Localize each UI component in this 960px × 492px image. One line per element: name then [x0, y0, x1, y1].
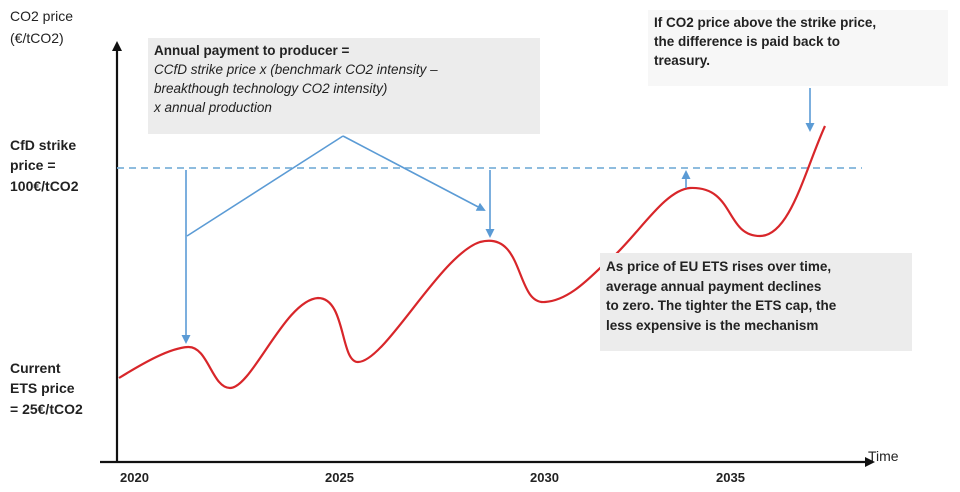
- x-tick-2020: 2020: [120, 470, 149, 485]
- ets-rise-box: As price of EU ETS rises over time, aver…: [600, 253, 912, 351]
- payback-line3: treasury.: [654, 52, 711, 68]
- ets-label-line2: ETS price: [10, 380, 75, 397]
- payback-line2: the difference is paid back to: [654, 33, 841, 49]
- ets-label-line1: Current: [10, 360, 61, 376]
- pointer-line-1: [186, 135, 344, 237]
- annual-payment-title: Annual payment to producer =: [154, 43, 350, 58]
- ets-price-label: Current ETS price = 25€/tCO2: [10, 358, 83, 419]
- rise-line4: less expensive is the mechanism: [606, 317, 819, 333]
- rise-line1: As price of EU ETS rises over time,: [606, 259, 832, 274]
- strike-label-line3: 100€/tCO2: [10, 177, 79, 194]
- x-tick-2025: 2025: [325, 470, 354, 485]
- y-axis-label-line1: CO2 price: [10, 8, 74, 24]
- payback-note: If CO2 price above the strike price, the…: [648, 10, 948, 86]
- rise-line2: average annual payment declines: [606, 278, 822, 294]
- strike-price-label: CfD strike price = 100€/tCO2: [10, 135, 78, 196]
- ets-price-curve: [118, 125, 827, 390]
- rise-line3: to zero. The tighter the ETS cap, the: [606, 298, 837, 314]
- annual-payment-line3: x annual production: [154, 99, 272, 115]
- annual-payment-line1: CCfD strike price x (benchmark CO2 inten…: [154, 61, 438, 77]
- annual-payment-line2: breakthough technology CO2 intensity): [154, 80, 388, 96]
- x-axis-label: Time: [868, 448, 899, 464]
- ets-label-line3: = 25€/tCO2: [10, 400, 83, 417]
- pointer-line-2: [342, 135, 486, 211]
- annual-payment-box: Annual payment to producer = CCfD strike…: [148, 38, 540, 134]
- x-tick-2030: 2030: [530, 470, 559, 485]
- strike-label-line1: CfD strike: [10, 137, 77, 153]
- y-axis-label-line2: (€/tCO2): [10, 29, 64, 46]
- x-tick-2035: 2035: [716, 470, 745, 485]
- payback-line1: If CO2 price above the strike price,: [654, 15, 877, 30]
- strike-label-line2: price =: [10, 157, 56, 174]
- y-axis-label: CO2 price (€/tCO2): [10, 6, 73, 49]
